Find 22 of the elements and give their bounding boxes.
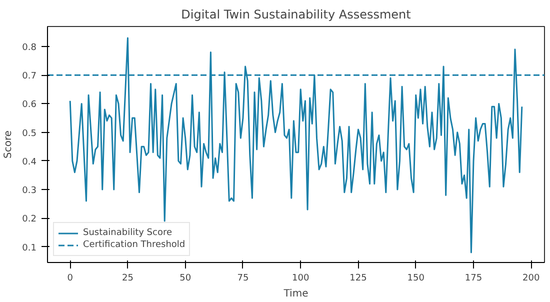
x-tick-label: 150 xyxy=(407,274,425,284)
x-tick-label: 50 xyxy=(180,274,192,284)
y-tick-label: 0.7 xyxy=(22,72,37,82)
x-tick-label: 25 xyxy=(122,274,134,284)
y-tick-label: 0.4 xyxy=(22,157,37,168)
x-tick-label: 100 xyxy=(292,274,310,284)
y-tick-label: 0.3 xyxy=(22,186,37,196)
y-tick-label: 0.6 xyxy=(22,100,37,110)
y-tick-label: 0.5 xyxy=(22,128,37,139)
x-tick-label: 75 xyxy=(237,274,249,284)
y-axis-title: Score xyxy=(3,130,14,159)
y-tick-label: 0.8 xyxy=(22,43,37,54)
legend-label: Sustainability Score xyxy=(83,227,172,239)
x-axis-title: Time xyxy=(282,288,308,300)
x-tick-label: 125 xyxy=(350,274,367,284)
x-tick-label: 0 xyxy=(67,274,74,284)
x-tick-label: 200 xyxy=(522,274,540,284)
legend-label: Certification Threshold xyxy=(83,239,186,251)
y-tick-label: 0.2 xyxy=(22,214,37,225)
chart-title: Digital Twin Sustainability Assessment xyxy=(181,8,412,22)
x-tick-label: 175 xyxy=(464,274,482,284)
y-tick-label: 0.1 xyxy=(22,243,37,254)
